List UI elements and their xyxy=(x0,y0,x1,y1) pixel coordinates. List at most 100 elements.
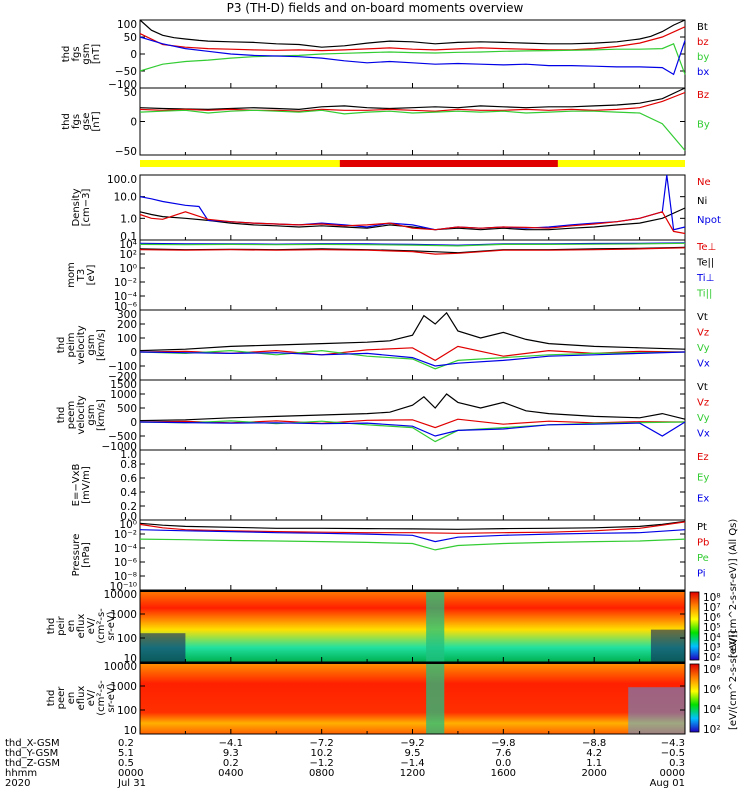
series-Npot xyxy=(139,174,686,231)
spectrogram-top-edge xyxy=(140,662,685,664)
y-axis-label: peim xyxy=(66,332,77,357)
y-axis-label: eV/ xyxy=(86,617,97,634)
colorbar-tick: 10² xyxy=(703,652,721,664)
series-Vt xyxy=(139,311,686,352)
footer-value: −9.8 xyxy=(491,738,515,749)
y-tick-label: 10⁻² xyxy=(114,277,137,289)
footer-value: 1600 xyxy=(491,768,516,779)
y-tick-label: 0.0 xyxy=(120,511,137,523)
spectrogram-peer-en-eflux xyxy=(140,662,685,734)
y-axis-label: thd xyxy=(56,407,67,424)
footer-value: 0800 xyxy=(309,768,334,779)
panel-frame xyxy=(139,449,686,521)
y-tick-label: 1.0 xyxy=(120,213,137,225)
series-by xyxy=(139,43,686,75)
y-tick-label: 50 xyxy=(124,32,137,44)
y-tick-label: 100 xyxy=(117,19,137,31)
y-tick-label: 10 xyxy=(124,653,137,665)
y-axis-label: fgs xyxy=(71,114,82,129)
spectrogram-noise-left xyxy=(140,633,186,662)
legend-bx: bx xyxy=(697,67,709,78)
footer-value: −1.2 xyxy=(310,758,334,769)
y-tick-label: 10000 xyxy=(104,589,137,601)
y-axis-label: en xyxy=(66,692,77,705)
y-axis-label: gsm xyxy=(86,334,97,355)
y-tick-label: 0 xyxy=(130,347,137,359)
y-axis-label: thd xyxy=(56,337,67,354)
y-axis-label: thd xyxy=(46,618,57,635)
y-tick-label: 0.6 xyxy=(120,473,137,485)
y-axis-label: gsm xyxy=(81,43,92,64)
legend-Pt: Pt xyxy=(697,522,707,533)
spectrogram-fade-right xyxy=(628,687,685,734)
y-axis-label: fgs xyxy=(71,46,82,61)
y-tick-label: −50 xyxy=(115,66,137,78)
spectrogram-top-edge xyxy=(140,590,685,592)
y-axis-label: mom xyxy=(66,262,77,288)
legend-Ti||: Ti|| xyxy=(696,289,712,300)
colorbar-tick: 10⁴ xyxy=(703,704,721,716)
footer-value: 0.5 xyxy=(118,758,134,769)
legend-Vx: Vx xyxy=(697,359,710,370)
y-tick-label: 0.1 xyxy=(120,231,137,243)
panel-frame xyxy=(139,309,686,381)
legend-Vy: Vy xyxy=(697,343,710,354)
y-tick-label: 100.0 xyxy=(107,174,137,186)
y-axis-label: thd xyxy=(61,113,72,130)
y-tick-label: −100 xyxy=(108,79,137,91)
y-axis-label: [eV] xyxy=(86,265,97,286)
footer-value: −0.5 xyxy=(661,748,685,759)
y-axis-label: (cm²-s- xyxy=(96,680,107,716)
colorbar-label: [eV/(cm^2-s-sr-eV)] (All Qs) xyxy=(728,519,739,658)
footer-value: 0000 xyxy=(660,768,685,779)
panel-frame xyxy=(139,379,686,451)
y-tick-label: 1.0 xyxy=(120,449,137,461)
legend-Ti⊥: Ti⊥ xyxy=(696,273,714,284)
colorbar-tick: 10⁷ xyxy=(703,602,721,614)
spectrogram-peir-en-eflux xyxy=(140,590,685,662)
y-tick-label: 10000 xyxy=(104,661,137,673)
legend-By: By xyxy=(697,120,710,131)
panel-frame xyxy=(139,87,686,156)
footer-row-label: hhmm xyxy=(5,768,37,779)
y-tick-label: 10⁴ xyxy=(119,239,137,251)
y-tick-label: 0 xyxy=(130,417,137,429)
panel-efield: 1.00.8 0.6 0.4 0.20.0 E=−VxB [mV/m] Ez Ey Ex xyxy=(71,449,709,523)
y-tick-label: 10⁻² xyxy=(114,529,137,541)
y-axis-label: (cm²-s- xyxy=(96,608,107,644)
y-tick-label: 10⁻⁴ xyxy=(114,543,137,555)
y-tick-label: 10⁻⁸ xyxy=(114,571,137,583)
y-axis-label: sr-eV) xyxy=(106,683,117,712)
footer-value: 2000 xyxy=(581,768,606,779)
series-Vt xyxy=(139,393,686,422)
y-tick-label: 500 xyxy=(117,403,137,415)
mode-bar-red xyxy=(339,160,558,167)
footer-value: 1200 xyxy=(400,768,425,779)
spectrogram-dip xyxy=(426,590,445,662)
footer-row-label: thd_X-GSM xyxy=(5,738,60,749)
y-tick-label: 200 xyxy=(117,319,137,331)
series-Ti⊥ xyxy=(139,242,686,246)
footer-value: Jul 31 xyxy=(117,778,146,789)
y-axis-label: [nT] xyxy=(91,44,102,64)
y-tick-label: 50 xyxy=(124,87,137,99)
y-tick-label: 1000 xyxy=(110,609,137,621)
legend-Npot: Npot xyxy=(697,215,721,226)
y-tick-label: −1000 xyxy=(101,441,137,453)
y-tick-label: 0.2 xyxy=(120,501,137,513)
colorbar-peir-en-eflux xyxy=(689,591,700,661)
y-axis-label: sr-eV) xyxy=(106,611,117,640)
legend-Te||: Te|| xyxy=(696,258,714,269)
series-Vx xyxy=(139,351,686,367)
footer-value: −4.1 xyxy=(219,738,243,749)
legend-Ni: Ni xyxy=(697,196,707,207)
y-tick-label: 10² xyxy=(119,249,137,261)
series-Bt xyxy=(139,19,686,48)
y-tick-label: 300 xyxy=(117,309,137,321)
colorbar-tick: 10² xyxy=(703,724,721,736)
footer-value: −8.8 xyxy=(582,738,606,749)
footer-value: 0.2 xyxy=(223,758,239,769)
footer-value: 0.3 xyxy=(669,758,685,769)
